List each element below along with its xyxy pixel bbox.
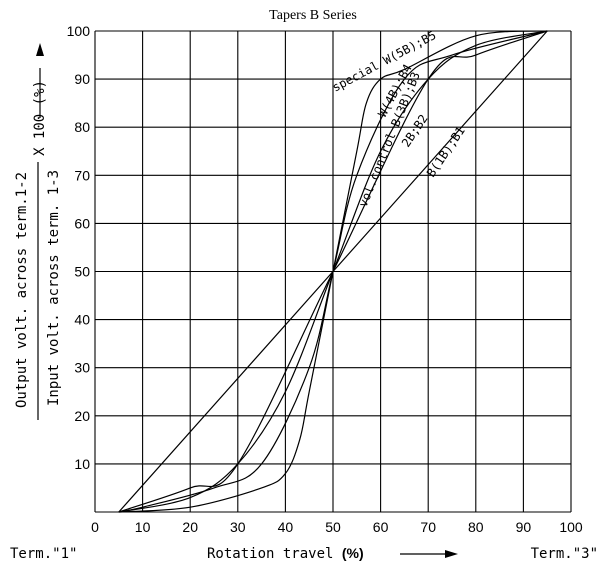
x-axis-label: Rotation travel (%)	[207, 545, 364, 562]
curves	[118, 30, 548, 513]
x-tick-label: 70	[420, 519, 436, 535]
x-tick-label: 20	[182, 519, 198, 535]
y-tick-label: 100	[67, 23, 91, 39]
x-tick-label: 50	[325, 519, 341, 535]
x-tick-label: 80	[468, 519, 484, 535]
x-tick-label: 40	[278, 519, 294, 535]
y-axis-label-denominator: Input volt. across term. 1-3	[46, 170, 62, 406]
curve-label-special-w-5b-b5: special W(5B);B5	[330, 28, 439, 95]
y-tick-label: 20	[74, 408, 90, 424]
y-tick-label: 80	[74, 119, 90, 135]
x-tick-label: 30	[230, 519, 246, 535]
y-axis-arrow-icon	[36, 43, 44, 56]
x-axis-label-text: Rotation travel	[207, 546, 333, 562]
y-tick-label: 60	[74, 215, 90, 231]
y-axis-label-numerator: Output volt. across term.1-2	[14, 172, 30, 408]
x-tick-label: 10	[135, 519, 151, 535]
x-tick-label: 60	[373, 519, 389, 535]
term-3-label: Term."3"	[531, 546, 598, 562]
y-tick-label: 70	[74, 167, 90, 183]
curve-label-b-1b-b1: B(1B);B1	[424, 124, 468, 180]
grid	[94, 30, 572, 513]
x-axis-unit: (%)	[342, 545, 364, 561]
curve-special-w-5b-b5	[118, 30, 548, 513]
y-tick-label: 10	[74, 456, 90, 472]
chart-title: Tapers B Series	[269, 8, 357, 23]
y-tick-labels: 10 20 30 40 50 60 70 80 90 100	[67, 23, 91, 472]
curve-w-4b-b4	[118, 30, 548, 513]
x-tick-label: 0	[91, 519, 99, 535]
x-tick-label: 90	[516, 519, 532, 535]
y-tick-label: 90	[74, 71, 90, 87]
term-1-label: Term."1"	[10, 546, 77, 562]
x-tick-labels: 0 10 20 30 40 50 60 70 80 90 100	[91, 519, 583, 535]
x-tick-label: 100	[559, 519, 583, 535]
y-tick-label: 30	[74, 360, 90, 376]
y-tick-label: 40	[74, 312, 90, 328]
y-tick-label: 50	[74, 264, 90, 280]
x-axis-arrow-icon	[445, 550, 458, 558]
